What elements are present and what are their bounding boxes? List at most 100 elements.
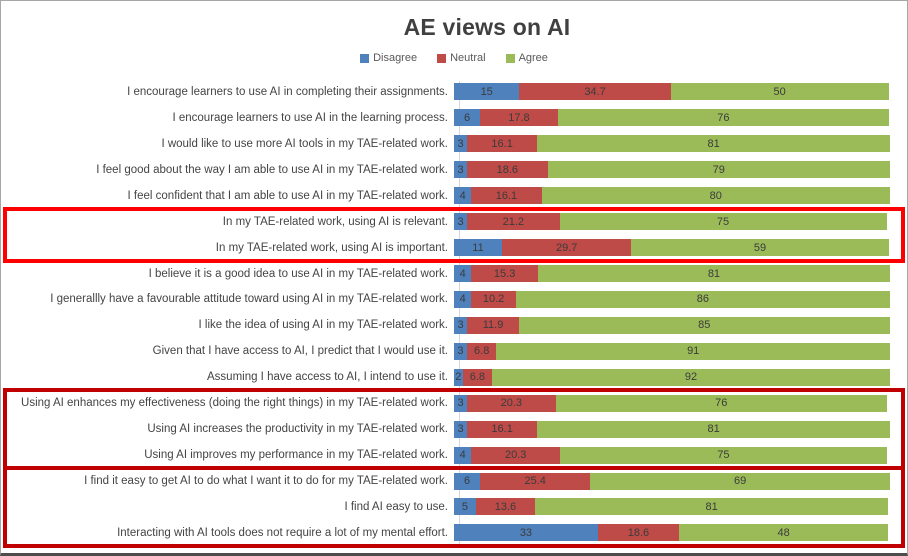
bar-segment-disagree: 3 <box>454 161 467 179</box>
bar-segment-disagree: 4 <box>454 187 472 205</box>
bar-segment-agree: 76 <box>557 109 890 127</box>
bar-segment-disagree: 11 <box>454 239 502 257</box>
value-label: 3 <box>457 137 464 150</box>
category-label: Using AI improves my performance in my T… <box>144 449 448 462</box>
stacked-bar: 6 25.4 69 <box>454 472 890 490</box>
value-label: 17.8 <box>508 111 530 124</box>
value-label: 21.2 <box>502 215 524 228</box>
value-label: 81 <box>707 267 721 280</box>
stacked-bar: 33 18.6 48 <box>454 524 890 542</box>
agree-swatch-icon <box>505 53 515 63</box>
chart-row: I generallly have a favourable attitude … <box>1 287 907 313</box>
bar-segment-neutral: 15.3 <box>471 265 538 283</box>
bar-segment-agree: 75 <box>559 446 887 464</box>
bar-segment-neutral: 34.7 <box>519 83 671 101</box>
value-label: 85 <box>698 319 711 332</box>
bar-segment-neutral: 16.1 <box>467 135 538 153</box>
category-label: I would like to use more AI tools in my … <box>161 137 448 150</box>
category-label: Given that I have access to AI, I predic… <box>152 345 448 358</box>
chart-row: I would like to use more AI tools in my … <box>1 131 907 157</box>
value-label: 6.8 <box>474 345 490 358</box>
legend-label: Disagree <box>373 52 418 64</box>
category-label: I encourage learners to use AI in comple… <box>127 85 448 98</box>
category-label: Interacting with AI tools does not requi… <box>117 526 448 539</box>
bar-segment-neutral: 16.1 <box>471 187 542 205</box>
value-label: 76 <box>715 397 728 410</box>
bar-segment-agree: 69 <box>590 472 890 490</box>
bar-segment-disagree: 3 <box>454 420 468 438</box>
bar-segment-neutral: 10.2 <box>471 290 516 308</box>
bar-segment-agree: 86 <box>515 290 890 308</box>
bar-segment-agree: 81 <box>537 135 890 153</box>
value-label: 4 <box>459 267 466 280</box>
category-label: In my TAE-related work, using AI is rele… <box>222 215 448 228</box>
chart-row: Interacting with AI tools does not requi… <box>1 520 907 546</box>
value-label: 75 <box>716 215 730 228</box>
stacked-bar: 3 11.9 85 <box>454 316 890 334</box>
stacked-bar: 4 10.2 86 <box>454 290 890 308</box>
value-label: 4 <box>459 293 466 306</box>
value-label: 20.3 <box>500 397 523 410</box>
bar-segment-agree: 79 <box>547 161 890 179</box>
bar-segment-disagree: 3 <box>454 135 468 153</box>
bar-segment-neutral: 18.6 <box>597 524 679 542</box>
chart-row: I find AI easy to use. 5 13.6 81 <box>1 494 907 520</box>
chart-row: In my TAE-related work, using AI is rele… <box>1 209 907 235</box>
chart-row: I encourage learners to use AI in comple… <box>1 79 907 105</box>
bar-segment-disagree: 6 <box>454 472 481 490</box>
bar-segment-neutral: 25.4 <box>480 472 591 490</box>
value-label: 92 <box>684 371 698 384</box>
stacked-bar: 15 34.7 50 <box>454 83 890 101</box>
value-label: 81 <box>707 423 720 436</box>
stacked-bar: 3 6.8 91 <box>454 342 890 360</box>
stacked-bar: 3 20.3 76 <box>454 394 890 412</box>
value-label: 18.6 <box>496 163 519 176</box>
bar-segment-agree: 91 <box>496 342 890 360</box>
legend-label: Agree <box>518 52 548 64</box>
value-label: 79 <box>712 163 725 176</box>
chart-row: In my TAE-related work, using AI is impo… <box>1 235 907 261</box>
chart-row: I like the idea of using AI in my TAE-re… <box>1 312 907 338</box>
bar-segment-agree: 81 <box>537 420 890 438</box>
value-label: 3 <box>457 163 464 176</box>
value-label: 4 <box>459 449 466 462</box>
stacked-bar: 6 17.8 76 <box>454 109 890 127</box>
stacked-bar: 3 21.2 75 <box>454 213 890 231</box>
bar-segment-neutral: 6.8 <box>462 368 493 386</box>
legend-item-neutral: Neutral <box>437 52 486 64</box>
category-label: I like the idea of using AI in my TAE-re… <box>198 319 449 332</box>
value-label: 29.7 <box>555 241 578 254</box>
bar-segment-neutral: 17.8 <box>480 109 558 127</box>
value-label: 16.1 <box>491 423 513 436</box>
bar-segment-agree: 81 <box>537 265 890 283</box>
bar-segment-disagree: 4 <box>454 446 472 464</box>
value-label: 25.4 <box>524 475 546 488</box>
chart-row: Using AI enhances my effectiveness (doin… <box>1 390 907 416</box>
bar-segment-disagree: 3 <box>454 342 467 360</box>
value-label: 2 <box>455 371 462 384</box>
bar-segment-disagree: 5 <box>454 498 476 516</box>
stacked-bar: 4 15.3 81 <box>454 265 890 283</box>
bar-segment-disagree: 6 <box>454 109 481 127</box>
value-label: 11 <box>472 241 484 254</box>
stacked-bar: 4 16.1 80 <box>454 187 890 205</box>
category-label: I believe it is a good idea to use AI in… <box>148 267 448 280</box>
chart-row: I feel confident that I am able to use A… <box>1 183 907 209</box>
stacked-bar: 5 13.6 81 <box>454 498 890 516</box>
chart-row: I feel good about the way I am able to u… <box>1 157 907 183</box>
bar-segment-disagree: 3 <box>454 213 468 231</box>
legend-item-disagree: Disagree <box>360 52 417 64</box>
category-label: I find it easy to get AI to do what I wa… <box>84 475 448 488</box>
value-label: 33 <box>519 526 533 539</box>
bar-segment-neutral: 16.1 <box>467 420 538 438</box>
value-label: 3 <box>457 423 464 436</box>
value-label: 59 <box>753 241 767 254</box>
chart-row: Given that I have access to AI, I predic… <box>1 338 907 364</box>
stacked-bar: 4 20.3 75 <box>454 446 890 464</box>
category-label: Assuming I have access to AI, I intend t… <box>207 371 448 384</box>
bar-segment-disagree: 15 <box>454 83 520 101</box>
stacked-bar: 2 6.8 92 <box>454 368 890 386</box>
bar-segment-agree: 80 <box>541 187 890 205</box>
value-label: 16.1 <box>491 137 513 150</box>
